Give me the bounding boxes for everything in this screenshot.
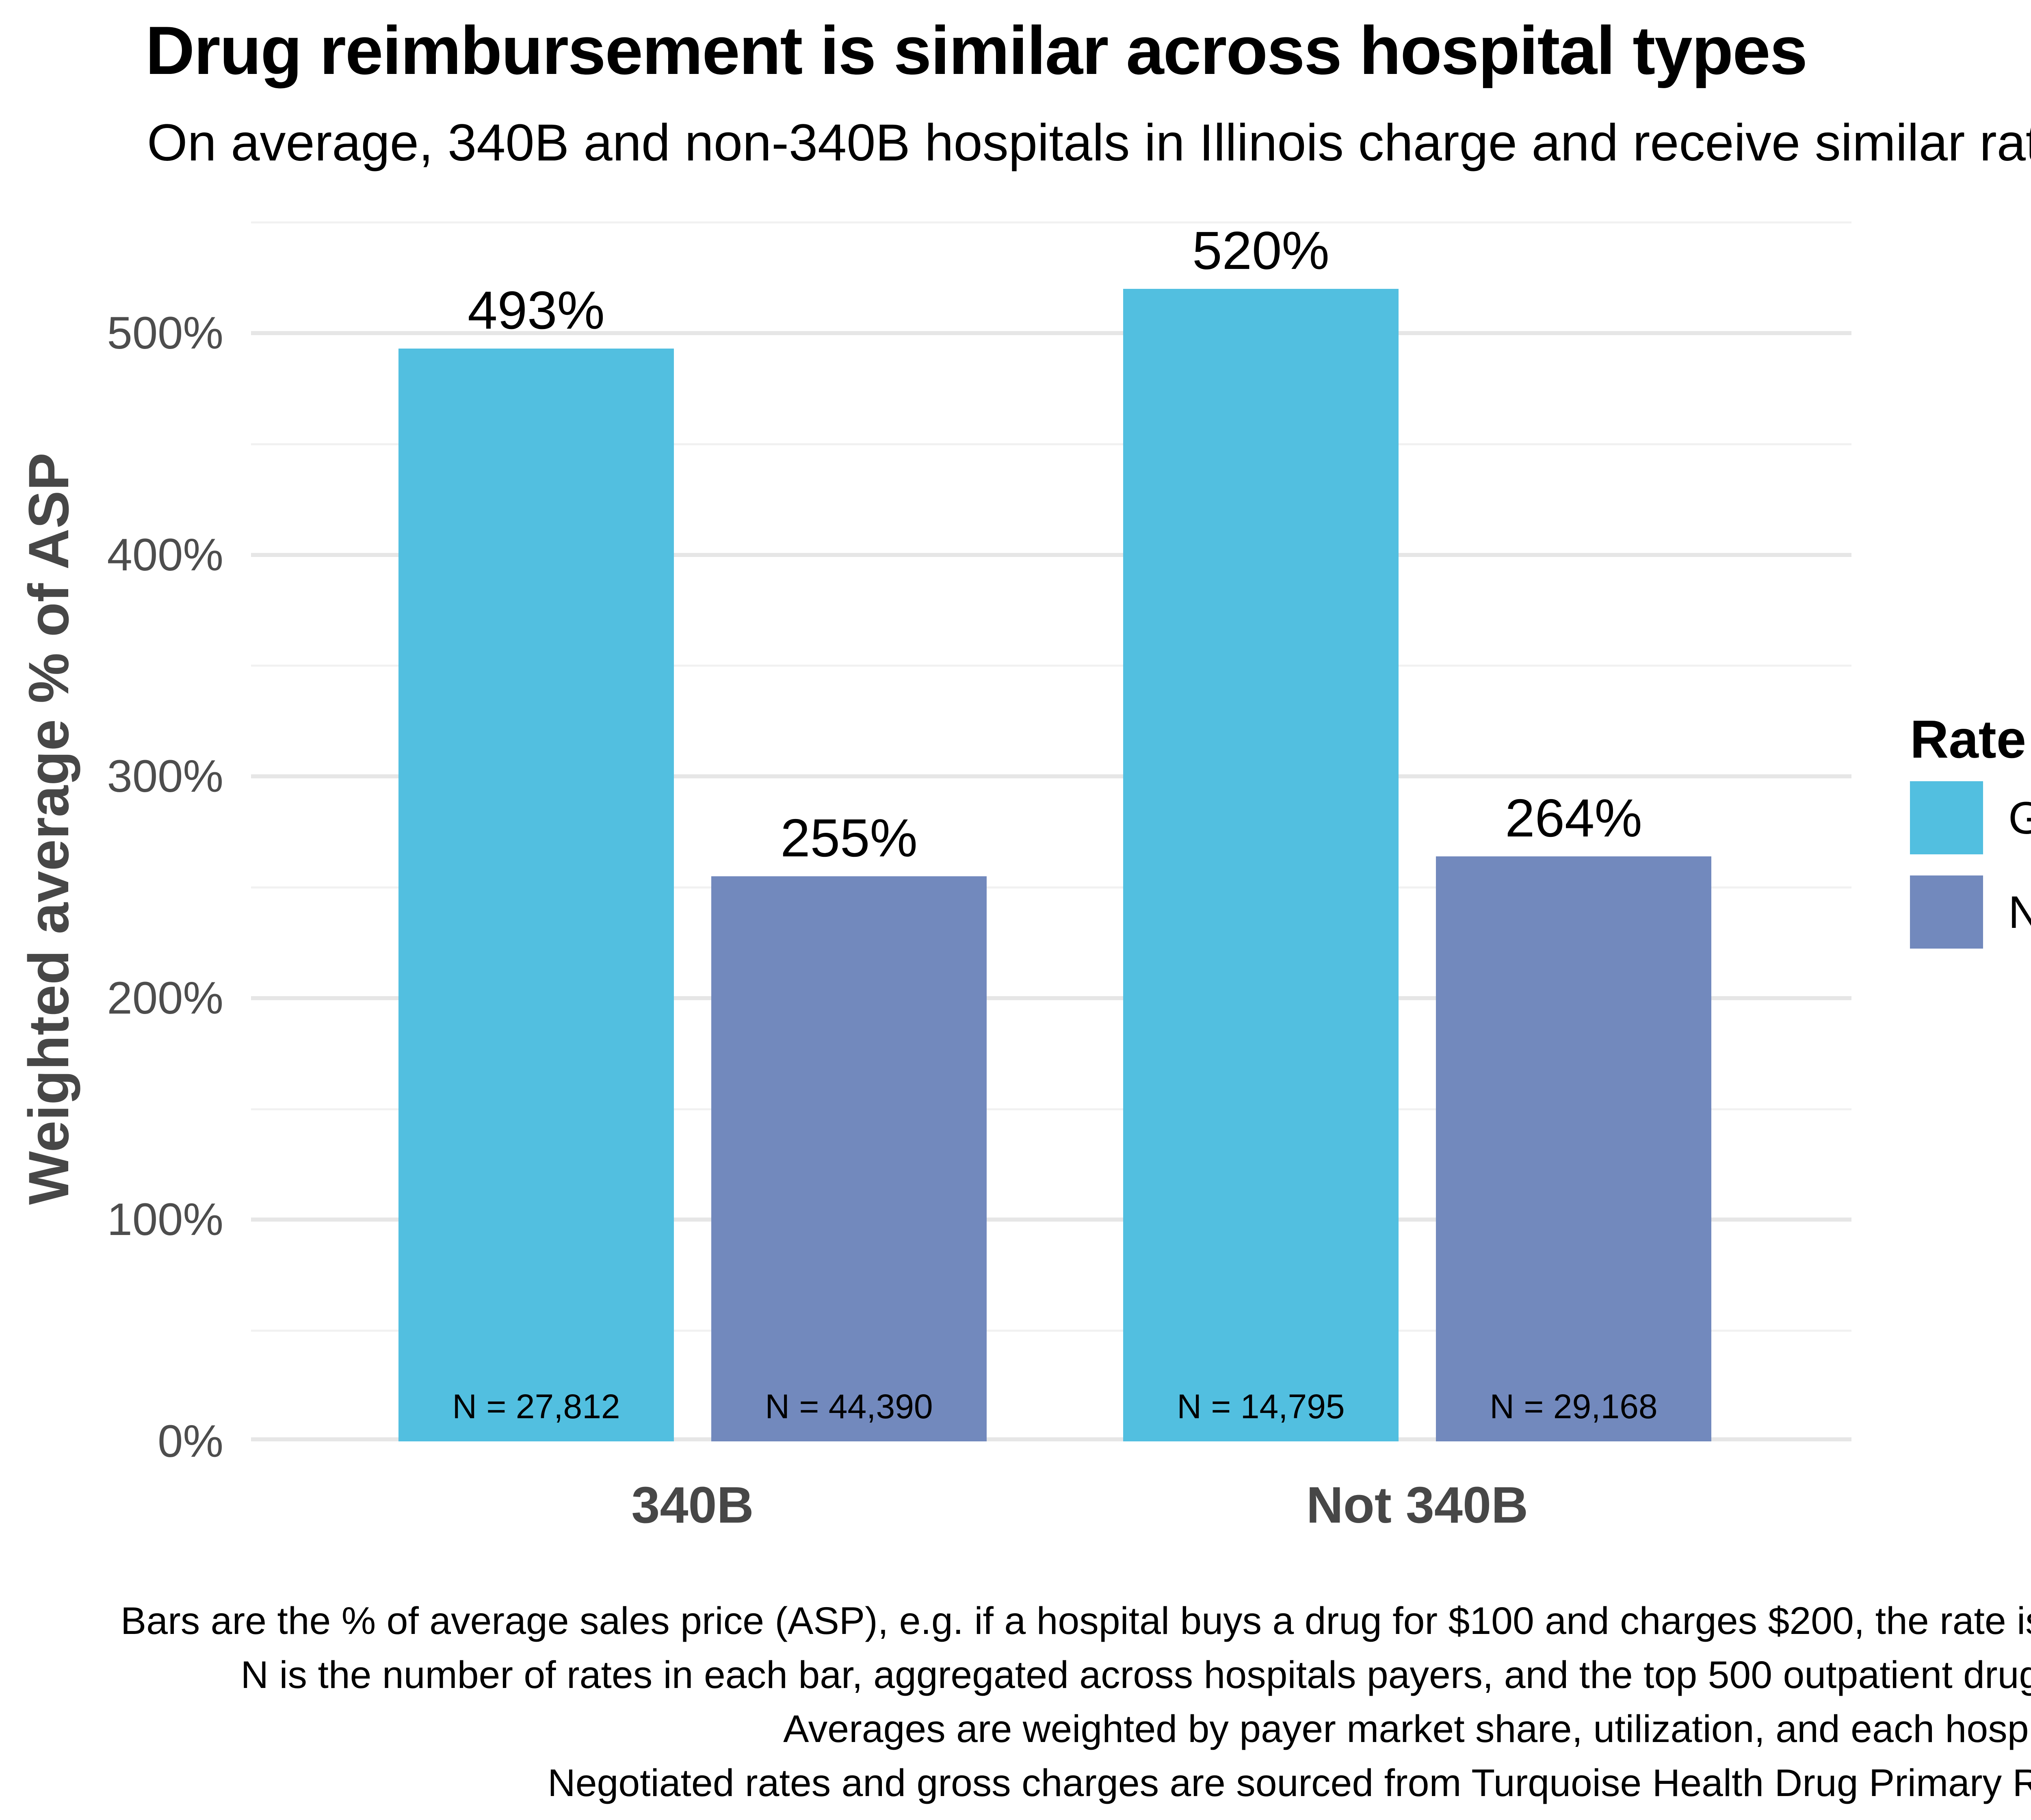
legend-items: Gross charge Negotiated rate	[1910, 781, 2031, 949]
legend-item-negotiated-rate: Negotiated rate	[1910, 875, 2031, 949]
x-tick-label-not-340b: Not 340B	[1306, 1476, 1529, 1534]
chart-subtitle: On average, 340B and non-340B hospitals …	[147, 114, 2031, 172]
gridline-major	[251, 1218, 1851, 1222]
y-tick-label: 300%	[107, 751, 223, 802]
gridline-minor	[251, 1330, 1851, 1332]
bar-value-label: 255%	[780, 808, 918, 868]
footnotes: Bars are the % of average sales price (A…	[8, 1594, 2031, 1810]
chart-title: Drug reimbursement is similar across hos…	[145, 12, 1808, 89]
footnote-line: Negotiated rates and gross charges are s…	[548, 1762, 2031, 1805]
legend-swatch-gross-charge	[1910, 781, 1983, 854]
gridline-minor	[251, 1108, 1851, 1110]
y-tick-label: 200%	[107, 972, 223, 1023]
gridline-minor	[251, 221, 1851, 224]
bar-value-label: 493%	[468, 280, 605, 340]
gridline-major	[251, 552, 1851, 557]
x-tick-label-340b: 340B	[631, 1476, 754, 1534]
bar-gross-charge-340b	[398, 349, 674, 1441]
bar-negotiated-rate-340b	[711, 876, 987, 1441]
bar-n-label: N = 44,390	[765, 1387, 933, 1426]
legend-item-gross-charge: Gross charge	[1910, 781, 2031, 854]
gridline-minor	[251, 886, 1851, 888]
bar-value-label: 520%	[1192, 220, 1329, 280]
gridline-major	[251, 331, 1851, 335]
footnote-line: Averages are weighted by payer market sh…	[783, 1707, 2031, 1751]
legend-swatch-negotiated-rate	[1910, 875, 1983, 949]
legend: Rate type Gross charge Negotiated rate	[1910, 709, 2031, 970]
plot-area: 493% N = 27,812 255% N = 44,390 520% N = 14,7…	[251, 217, 1851, 1441]
footnote-line: Bars are the % of average sales price (A…	[120, 1599, 2031, 1642]
bar-gross-charge-not-340b	[1123, 288, 1399, 1441]
bar-negotiated-rate-not-340b	[1436, 856, 1711, 1441]
bar-n-label: N = 14,795	[1177, 1387, 1345, 1426]
gridline-major	[251, 1437, 1851, 1441]
y-tick-label: 400%	[107, 529, 223, 580]
gridline-minor	[251, 665, 1851, 667]
gridline-major	[251, 996, 1851, 1000]
gridline-minor	[251, 443, 1851, 445]
bar-n-label: N = 27,812	[452, 1387, 620, 1426]
y-tick-label: 0%	[158, 1416, 223, 1467]
gridline-major	[251, 774, 1851, 779]
bar-value-label: 264%	[1505, 788, 1642, 848]
legend-title: Rate type	[1910, 709, 2031, 769]
y-tick-label: 100%	[107, 1194, 223, 1245]
y-tick-label: 500%	[107, 308, 223, 358]
footnote-line: N is the number of rates in each bar, ag…	[240, 1653, 2031, 1696]
bar-n-label: N = 29,168	[1490, 1387, 1658, 1426]
legend-item-label: Gross charge	[2008, 792, 2031, 843]
legend-item-label: Negotiated rate	[2008, 886, 2031, 938]
